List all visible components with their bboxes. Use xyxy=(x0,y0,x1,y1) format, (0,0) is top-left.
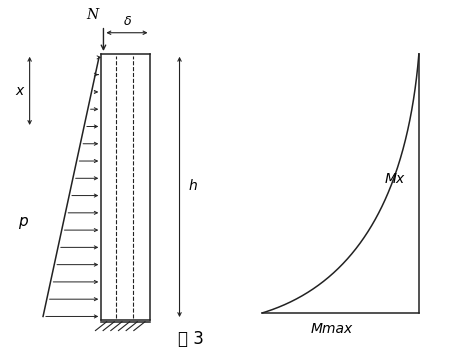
Text: h: h xyxy=(188,179,197,193)
Text: x: x xyxy=(16,84,24,98)
Text: $\delta$: $\delta$ xyxy=(123,15,132,28)
Text: 图 3: 图 3 xyxy=(178,330,204,348)
Text: N: N xyxy=(86,8,98,22)
Text: p: p xyxy=(18,214,28,229)
Text: Mmax: Mmax xyxy=(310,322,353,336)
Text: Mx: Mx xyxy=(384,172,405,186)
